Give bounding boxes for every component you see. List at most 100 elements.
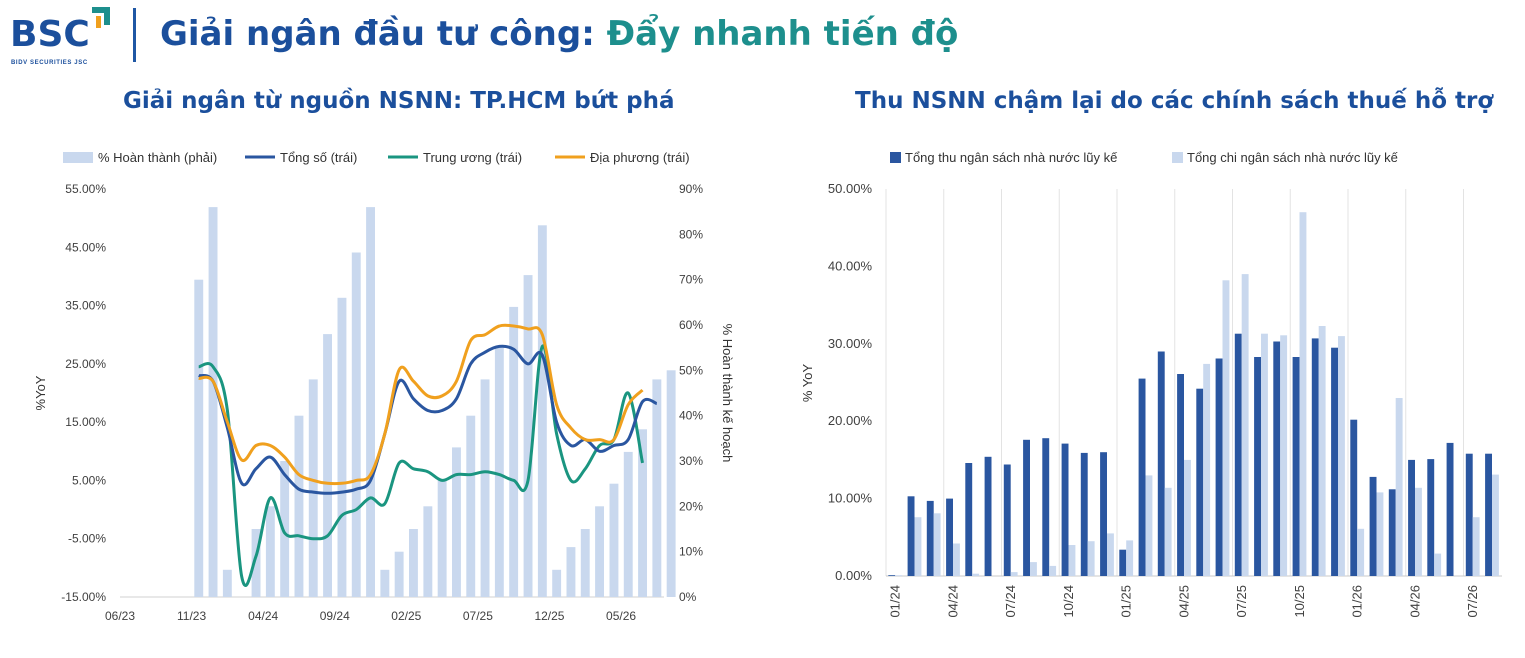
x-tick-label: 10/24 [1061,585,1076,618]
completion-bar [351,252,361,597]
revenue-bar [1331,347,1338,576]
completion-bar [423,506,433,597]
chart2-bars [888,212,1499,576]
x-tick-label: 11/23 [177,609,206,623]
completion-bar [380,569,390,597]
spending-bar [972,573,980,576]
y-tick-label: 55.00% [65,182,106,196]
revenue-bar [1080,452,1088,576]
completion-bar [494,347,504,597]
spending-bar [1184,459,1191,576]
revenue-bar [1215,358,1223,576]
x-tick-label: 04/24 [248,609,278,623]
x-tick-label: 10/25 [1292,585,1307,618]
y2-tick-label: 10% [679,545,703,559]
y2-tick-label: 70% [679,273,703,287]
spending-bar [1241,274,1249,576]
spending-bar [933,513,941,576]
completion-bar [552,569,562,597]
completion-bar [609,483,619,597]
completion-bar [509,306,519,597]
y-axis-label: %YoY [33,375,48,410]
completion-bar [409,529,418,597]
spending-bar [1030,562,1037,576]
chart2-legend: Tổng thu ngân sách nhà nước lũy kế Tổng c… [890,150,1399,165]
chart2-title: Thu NSNN chậm lại do các chính sách thuế… [855,88,1494,114]
legend-swatch-revenue [890,152,901,163]
completion-bar [537,225,547,598]
spending-bar [1261,333,1268,576]
y-tick-label: 20.00% [828,413,873,428]
chart1-legend: % Hoàn thành (phải) Tổng số (trái) Trung ư… [63,150,690,165]
y-tick-label: 15.00% [65,415,106,429]
revenue-bar [1254,357,1261,576]
completion-bar [638,429,647,597]
spending-bar [1434,553,1442,576]
completion-bar [294,415,304,597]
completion-bar [366,207,375,597]
x-tick-label: 01/24 [888,585,903,618]
spending-bar [1415,487,1422,576]
completion-bar [323,334,332,597]
revenue-bar [946,498,953,576]
y2-tick-label: 50% [679,363,703,377]
legend-label: % Hoàn thành (phải) [98,150,217,165]
x-tick-label: 12/25 [534,609,564,623]
x-tick-label: 02/25 [391,609,421,623]
chart1-title: Giải ngân từ nguồn NSNN: TP.HCM bứt phá [123,88,675,114]
x-tick-label: 07/24 [1003,585,1018,618]
completion-bar [222,569,232,597]
spending-bar [1126,540,1134,576]
central-line [198,344,644,587]
logo-text: BSC [10,14,90,55]
revenue-bar [1100,452,1107,576]
completion-bar [265,506,275,597]
revenue-bar [1446,442,1454,576]
y2-tick-label: 20% [679,499,703,513]
revenue-bar [1427,459,1435,576]
x-tick-label: 01/26 [1350,585,1365,618]
revenue-bar [1023,439,1030,576]
completion-bar [452,447,461,597]
y-tick-label: 35.00% [65,299,106,313]
spending-bar [1299,212,1307,576]
legend-label: Tổng chi ngân sách nhà nước lũy kế [1187,150,1399,165]
completion-bar [595,506,604,597]
legend-label: Địa phương (trái) [590,150,690,165]
total-line [198,344,658,495]
completion-bar [466,415,476,597]
page-title-part1: Giải ngân đầu tư công: [160,14,607,54]
x-tick-label: 09/24 [320,609,350,623]
legend-label: Trung ương (trái) [423,150,522,165]
spending-bar [1164,487,1172,576]
spending-bar [1087,541,1095,576]
spending-bar [1338,336,1345,576]
revenue-bar [1292,357,1300,576]
revenue-bar [1196,388,1204,576]
spending-bar [1010,572,1018,576]
spending-bar [1222,280,1230,576]
legend-swatch-completion [63,152,93,163]
revenue-bar [1119,549,1127,576]
revenue-bar [1350,419,1358,576]
revenue-bar [1408,459,1415,576]
completion-bar [480,379,490,597]
spending-bar [1376,492,1384,576]
x-tick-label: 05/26 [606,609,636,623]
revenue-bar [1138,378,1146,576]
y-tick-label: 5.00% [72,473,106,487]
revenue-bar [1465,453,1473,576]
x-tick-label: 04/26 [1407,585,1422,618]
y-tick-label: 40.00% [828,258,873,273]
logo-subtext: BIDV SECURITIES JSC [11,60,88,66]
revenue-bar [1042,438,1050,576]
spending-bar [1395,398,1403,576]
completion-bar [251,529,261,597]
revenue-bar [1388,489,1396,576]
spending-bar [1068,545,1076,576]
page-title-part2: Đẩy nhanh tiến độ [606,14,959,54]
page-title: Giải ngân đầu tư công: Đẩy nhanh tiến độ [160,14,958,54]
y2-tick-label: 90% [679,182,703,196]
spending-bar [1492,474,1499,576]
completion-bar [308,379,318,597]
